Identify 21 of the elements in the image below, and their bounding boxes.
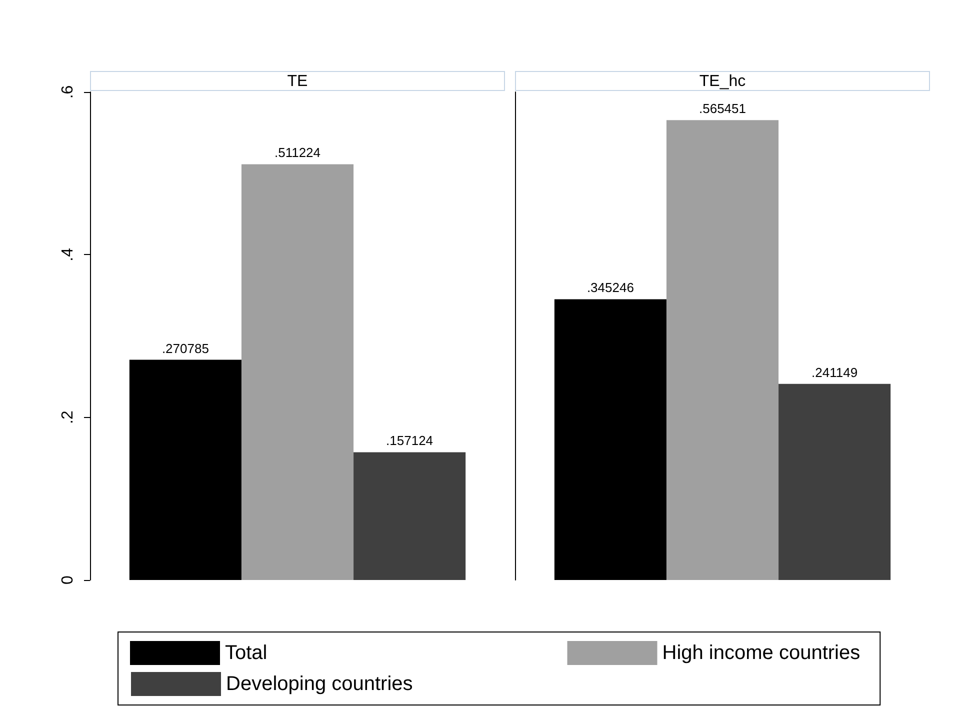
- data-label: .511224: [274, 145, 321, 160]
- bar: [241, 164, 354, 580]
- y-tick-label: 0: [60, 575, 76, 584]
- data-label: .241149: [812, 364, 858, 380]
- bar: [778, 384, 891, 580]
- x-tick-label: TE_hc: [699, 73, 746, 90]
- bar: [129, 360, 242, 580]
- data-label: .565451: [699, 101, 746, 116]
- bar: [666, 120, 779, 580]
- data-label: .270785: [162, 340, 209, 356]
- legend-label: Total: [225, 642, 268, 664]
- y-tick-label: .2: [60, 410, 76, 424]
- y-tick-label: .6: [60, 85, 76, 99]
- data-label: .157124: [386, 433, 434, 448]
- x-tick-label: TE: [287, 73, 308, 90]
- legend-label: High income countries: [662, 642, 860, 664]
- data-label: .345246: [586, 280, 634, 296]
- y-tick-label: .4: [60, 248, 76, 262]
- bar: [554, 299, 666, 580]
- bar: [354, 452, 466, 580]
- legend-label: Developing countries: [226, 673, 413, 695]
